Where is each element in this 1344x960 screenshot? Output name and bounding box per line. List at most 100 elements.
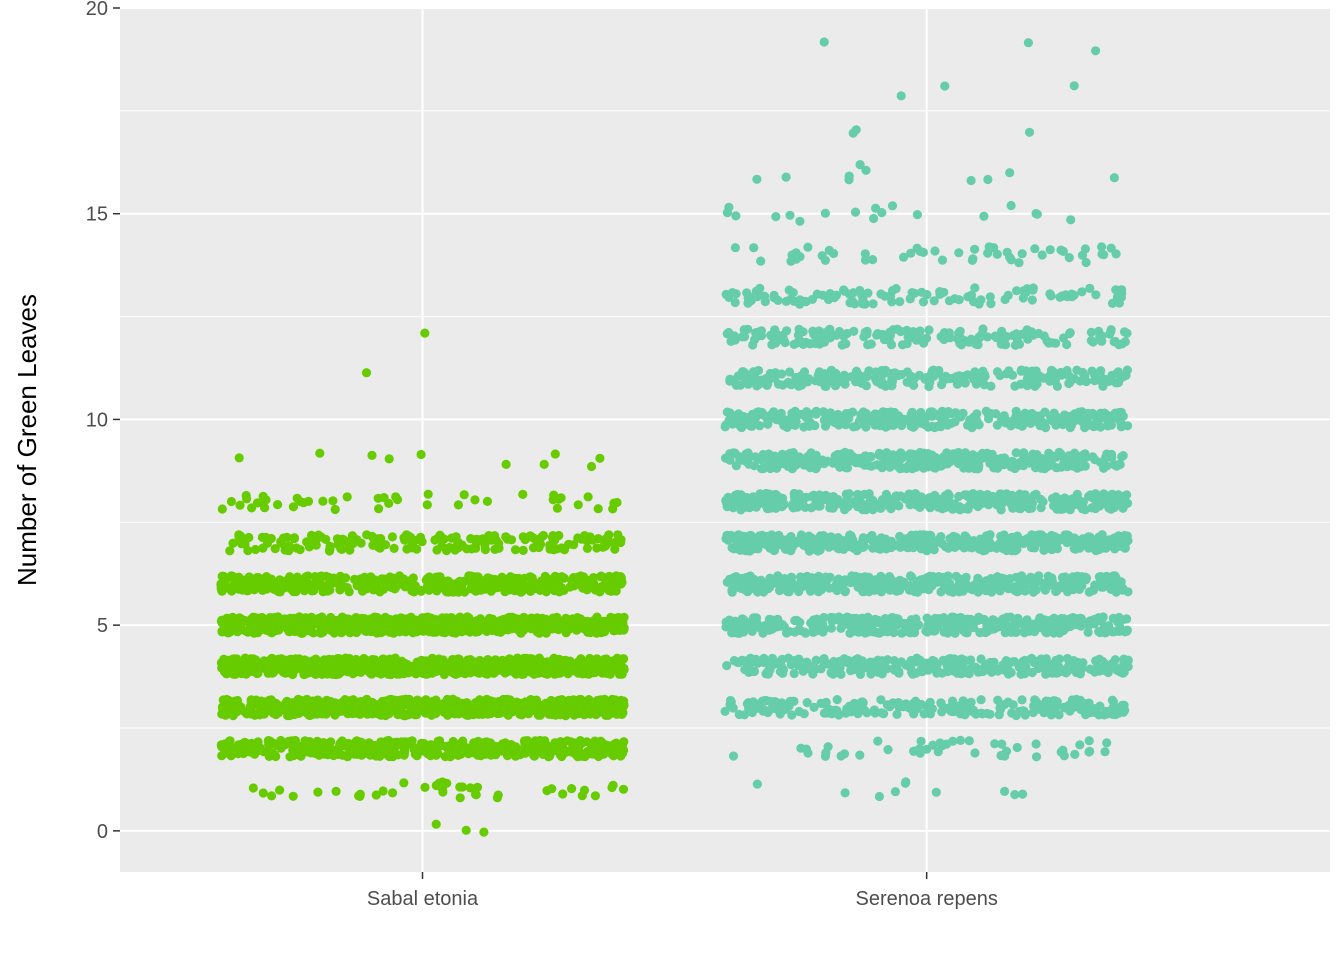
data-point: [1031, 752, 1042, 762]
data-point: [1074, 613, 1085, 624]
data-point: [1041, 704, 1051, 714]
data-point: [291, 654, 301, 664]
data-point: [582, 585, 592, 595]
data-point: [535, 539, 546, 549]
data-point: [955, 621, 965, 631]
data-point: [312, 666, 322, 676]
data-point: [275, 785, 285, 795]
data-point: [1108, 697, 1118, 707]
data-point: [311, 540, 321, 550]
data-point: [794, 625, 804, 635]
data-point: [447, 587, 458, 597]
data-point: [319, 655, 329, 665]
data-point: [455, 782, 465, 792]
data-point: [430, 535, 440, 545]
data-point: [486, 696, 496, 706]
data-point: [378, 786, 388, 796]
data-point: [609, 498, 619, 508]
data-point: [955, 735, 966, 746]
data-point: [1041, 628, 1052, 638]
data-point: [399, 747, 410, 758]
data-point: [505, 659, 515, 669]
data-point: [460, 699, 471, 709]
data-point: [803, 748, 813, 758]
data-point: [1007, 708, 1017, 718]
data-point: [267, 791, 277, 801]
data-point: [444, 707, 454, 717]
data-point: [501, 459, 511, 469]
data-point: [522, 747, 532, 758]
data-point: [245, 707, 255, 717]
data-point: [836, 751, 846, 761]
data-point: [727, 584, 738, 594]
data-point: [236, 536, 246, 546]
data-point: [905, 571, 916, 581]
data-point: [832, 585, 842, 596]
data-point: [597, 739, 607, 750]
data-point: [925, 697, 935, 708]
data-point: [846, 666, 856, 676]
data-point: [309, 709, 319, 719]
data-point: [237, 614, 247, 625]
data-point: [1085, 704, 1095, 715]
data-point: [496, 627, 506, 637]
data-point: [490, 619, 500, 629]
data-point: [228, 538, 238, 548]
data-point: [889, 664, 899, 674]
data-point: [319, 707, 329, 718]
data-point: [572, 624, 582, 634]
data-point: [229, 664, 239, 674]
data-point: [307, 585, 317, 595]
data-point: [369, 576, 379, 587]
data-point: [916, 736, 926, 746]
data-point: [956, 612, 966, 623]
data-point: [367, 531, 377, 541]
data-point: [1075, 666, 1085, 676]
data-point: [268, 618, 278, 628]
data-point: [381, 710, 391, 721]
data-point: [850, 618, 860, 628]
data-point: [964, 736, 974, 746]
data-point: [374, 504, 384, 514]
data-point: [592, 543, 602, 553]
data-point: [1065, 703, 1075, 714]
data-point: [330, 504, 340, 515]
data-point: [391, 614, 401, 624]
data-point: [539, 621, 549, 632]
data-point: [610, 739, 620, 749]
data-point: [729, 573, 739, 583]
data-point: [525, 586, 536, 597]
data-point: [586, 741, 596, 751]
data-point: [505, 696, 515, 706]
data-point: [900, 619, 911, 629]
data-point: [413, 699, 423, 709]
data-point: [851, 571, 861, 582]
data-point: [973, 587, 983, 597]
data-point: [1083, 627, 1093, 638]
data-point: [479, 827, 489, 837]
data-point: [595, 572, 606, 582]
data-point: [1110, 655, 1120, 665]
data-point: [520, 623, 531, 633]
data-point: [826, 659, 836, 670]
data-point: [453, 537, 463, 548]
data-point: [305, 626, 315, 636]
data-point: [550, 449, 560, 459]
data-point: [1059, 751, 1069, 761]
data-point: [583, 668, 593, 679]
data-point: [583, 492, 593, 502]
data-point: [335, 585, 345, 595]
data-point: [294, 620, 304, 631]
data-point: [362, 698, 372, 708]
data-point: [569, 573, 579, 583]
data-point: [289, 745, 299, 756]
data-point: [1103, 575, 1113, 586]
data-point: [550, 738, 561, 748]
data-point: [734, 709, 744, 720]
data-point: [931, 787, 941, 797]
data-point: [1115, 667, 1125, 677]
data-point: [470, 495, 480, 505]
data-point: [910, 621, 920, 631]
data-point: [1052, 586, 1062, 596]
data-point: [601, 701, 611, 712]
